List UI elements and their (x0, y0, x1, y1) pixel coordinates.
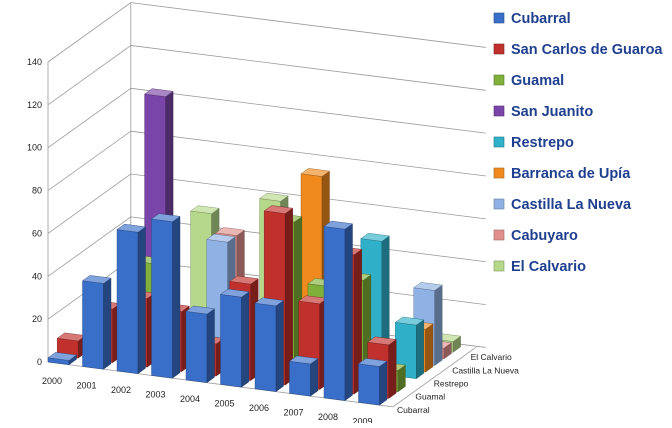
bar (47, 352, 78, 366)
legend-label: Cubarral (511, 11, 571, 27)
x-tick-label: 2009 (352, 416, 372, 423)
bar (323, 220, 354, 402)
bar (81, 275, 112, 370)
legend-swatch (493, 229, 505, 241)
legend-label: San Juanito (511, 104, 593, 120)
bar (357, 358, 388, 406)
bar (254, 297, 285, 393)
legend-entry: Cabuyaro (493, 228, 578, 244)
bar (288, 355, 319, 397)
x-tick-label: 2007 (283, 407, 303, 417)
bars-layer (47, 88, 462, 406)
legend-swatch (493, 43, 505, 55)
legend: Cubarral San Carlos de Guaroa Guamal San Ju… (493, 11, 663, 275)
gridline-side (47, 2, 132, 63)
legend-swatch (493, 198, 505, 210)
legend-swatch (493, 105, 505, 117)
x-tick-label: 2003 (145, 389, 165, 399)
legend-entry: Barranca de Upía (493, 166, 631, 182)
bar (219, 288, 250, 388)
legend-swatch (493, 12, 505, 24)
y-tick-label: 80 (32, 186, 42, 196)
gridline-side (47, 216, 132, 277)
legend-entry: Cubarral (493, 11, 571, 27)
legend-label: Castilla La Nueva (511, 197, 632, 213)
legend-entry: Castilla La Nueva (493, 197, 632, 213)
legend-label: San Carlos de Guaroa (511, 42, 663, 58)
y-tick-label: 0 (37, 357, 42, 367)
y-tick-label: 120 (27, 100, 42, 110)
x-tick-label: 2000 (42, 376, 62, 386)
gridline (130, 2, 486, 48)
legend-swatch (493, 167, 505, 179)
x-tick-label: 2004 (180, 394, 200, 404)
legend-label: Guamal (511, 73, 564, 89)
x-tick-label: 2002 (111, 385, 131, 395)
bar (116, 223, 147, 375)
legend-label: El Calvario (511, 259, 586, 275)
legend-swatch (493, 260, 505, 272)
y-tick-label: 20 (32, 314, 42, 324)
y-tick-label: 40 (32, 271, 42, 281)
gridline (130, 45, 486, 91)
gridline (130, 130, 486, 177)
y-tick-label: 60 (32, 228, 42, 238)
depth-tick-label: Restrepo (434, 378, 469, 388)
gridline-side (47, 173, 132, 234)
x-tick-label: 2008 (318, 412, 338, 422)
legend-entry: San Carlos de Guaroa (493, 42, 663, 58)
bar (150, 213, 181, 379)
depth-tick-label: Cubarral (397, 405, 430, 415)
x-tick-label: 2001 (76, 380, 96, 390)
legend-label: Restrepo (511, 135, 574, 151)
legend-label: Barranca de Upía (511, 166, 631, 182)
depth-tick-label: Castilla La Nueva (452, 365, 519, 375)
bar (185, 305, 216, 384)
legend-swatch (493, 74, 505, 86)
legend-entry: Restrepo (493, 135, 574, 151)
gridline-side (47, 130, 132, 191)
x-tick-label: 2005 (214, 398, 234, 408)
legend-entry: Guamal (493, 73, 564, 89)
x-tick-label: 2006 (249, 403, 269, 413)
gridline-side (47, 45, 132, 106)
legend-entry: El Calvario (493, 259, 586, 275)
gridline-side (47, 87, 132, 149)
legend-label: Cabuyaro (511, 228, 578, 244)
axis-layer: 0 20 40 60 80 100 120 140 2000 2001 2002 2003 2004 20… (27, 57, 519, 426)
gridline (130, 87, 486, 134)
depth-tick-label: El Calvario (471, 352, 512, 362)
y-tick-label: 140 (27, 57, 42, 67)
y-tick-label: 100 (27, 143, 42, 153)
legend-entry: San Juanito (493, 104, 593, 120)
depth-tick-label: Guamal (415, 392, 445, 402)
legend-swatch (493, 136, 505, 148)
